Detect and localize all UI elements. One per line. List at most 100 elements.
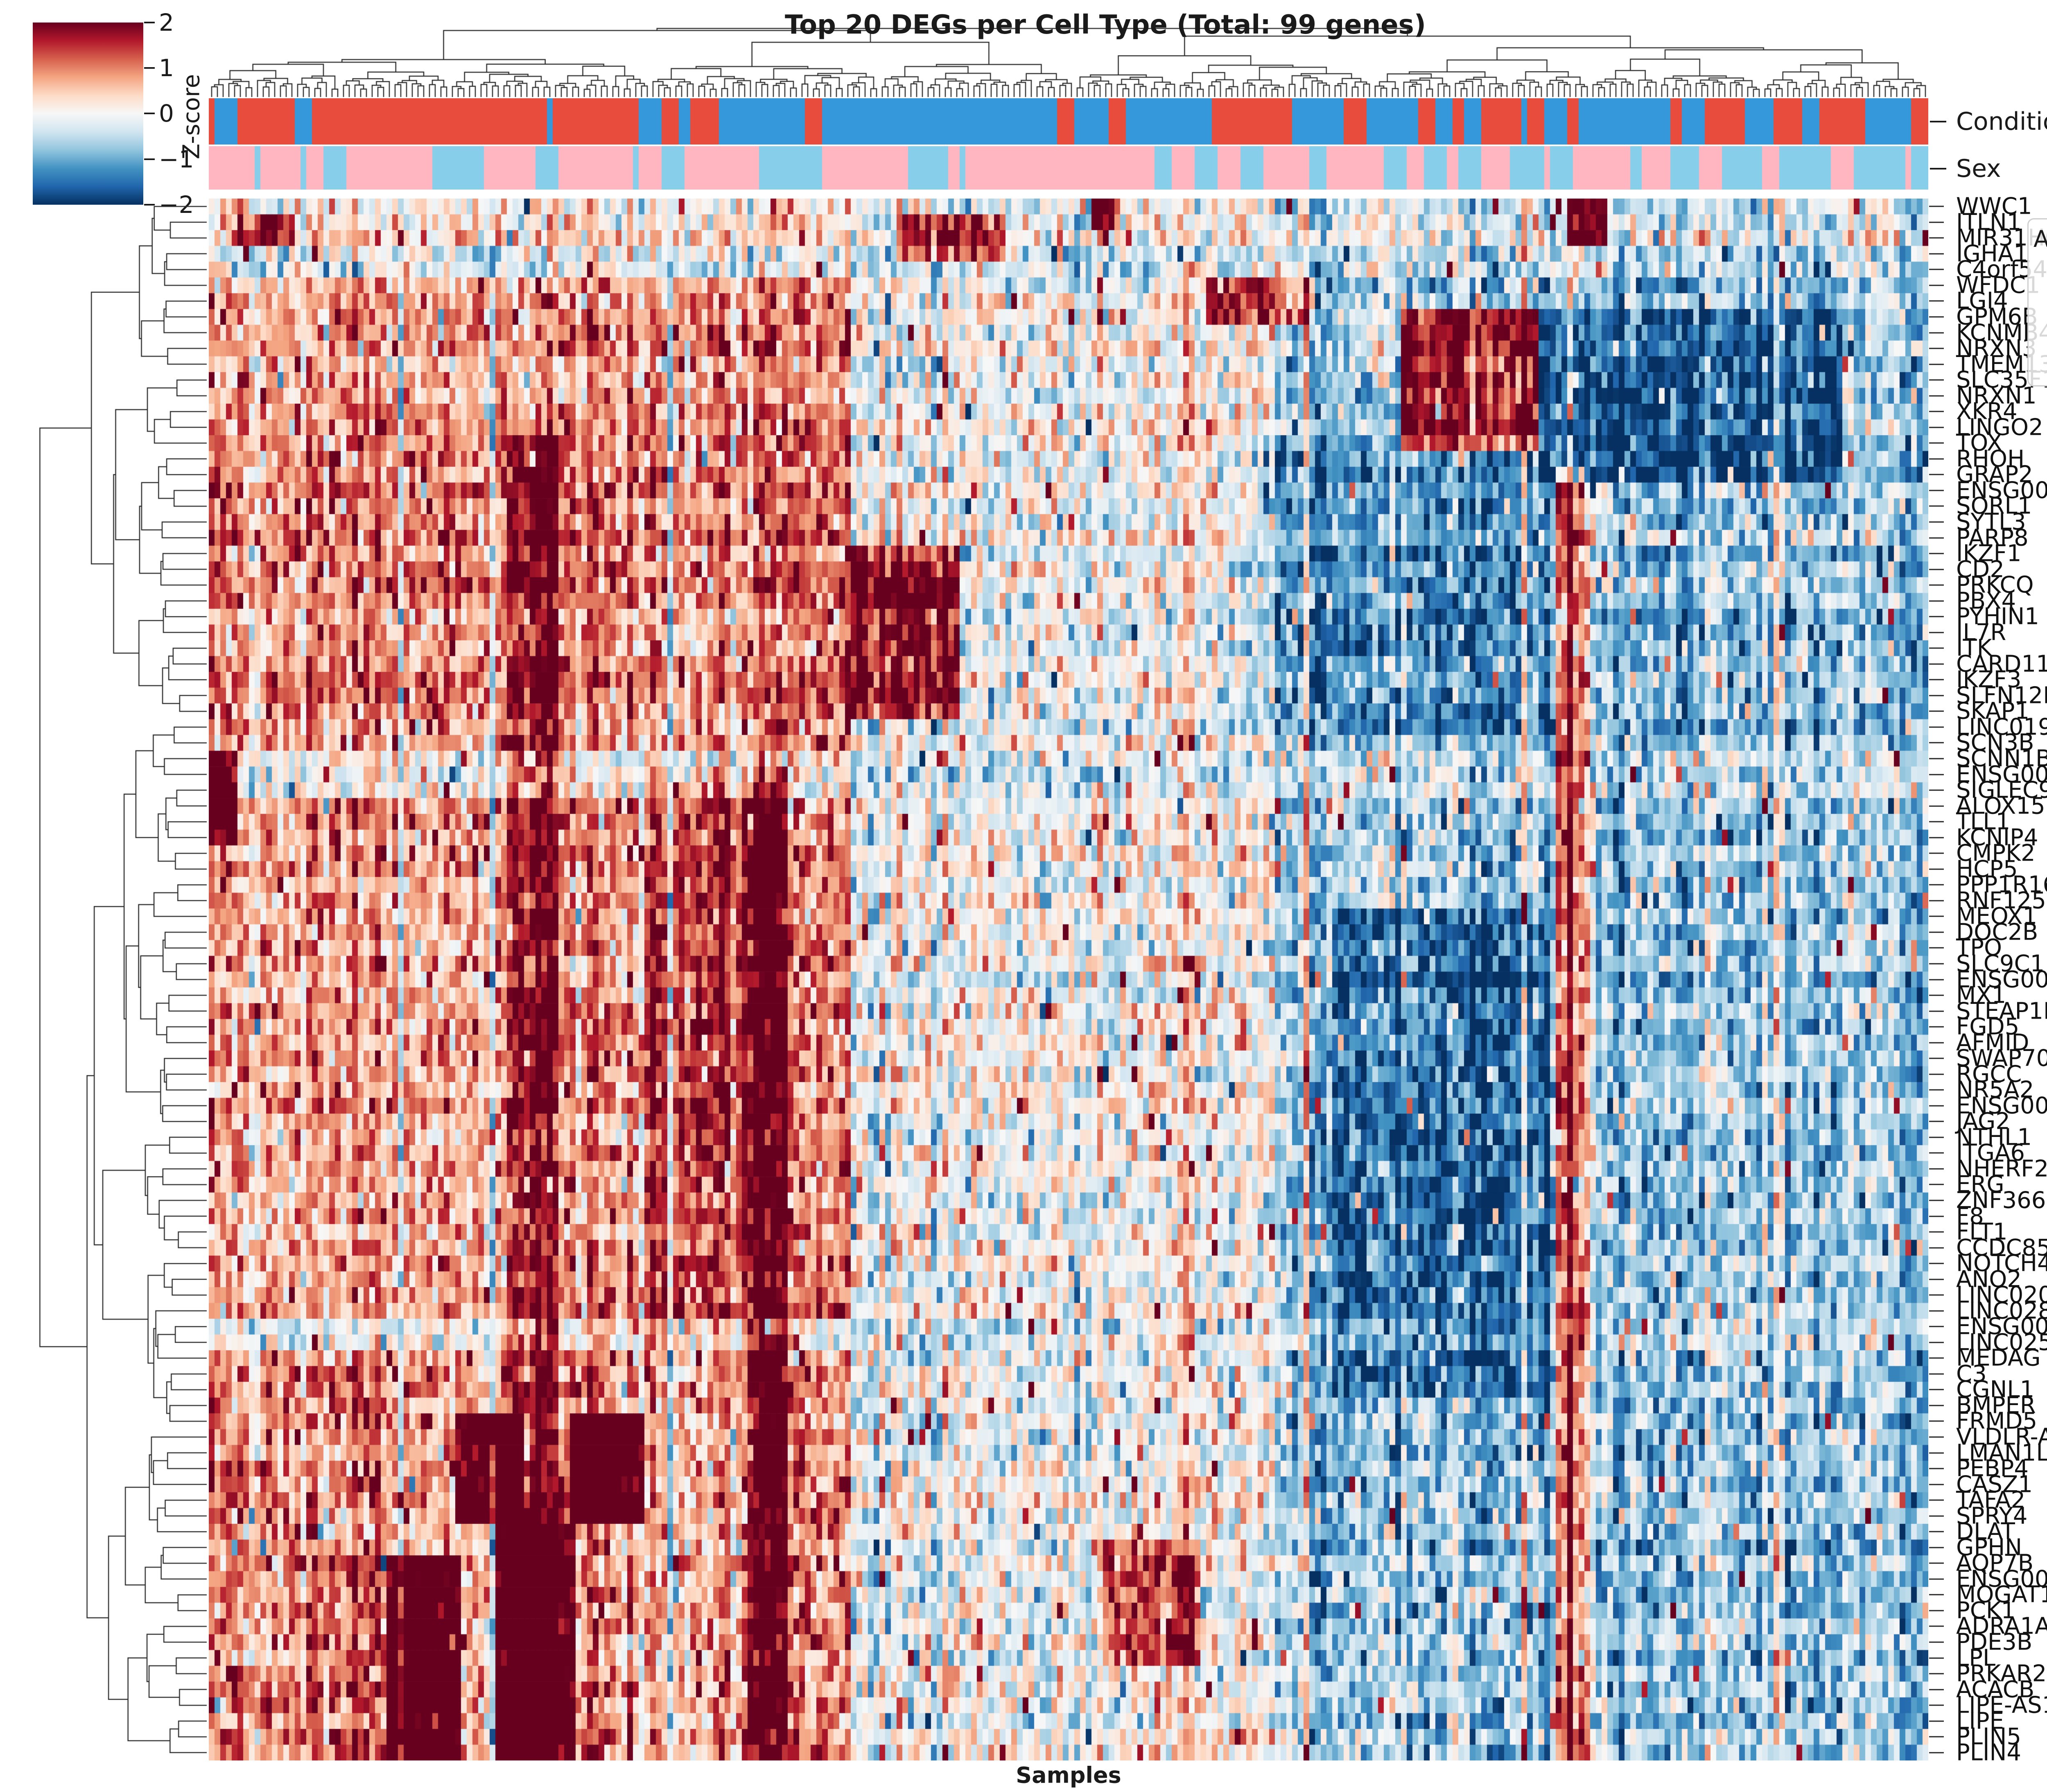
sex-annotation-track [209, 146, 1928, 190]
gene-row-tick [1929, 1436, 1944, 1438]
gene-label: HCP5 [1956, 856, 2018, 883]
gene-row-tick [1929, 1657, 1944, 1659]
gene-row-tick [1929, 1673, 1944, 1674]
gene-row-tick [1929, 1704, 1944, 1706]
gene-row-tick [1929, 1373, 1944, 1375]
gene-label: TOX [1956, 429, 2003, 456]
gene-label: PEBP4 [1956, 1455, 2029, 1482]
gene-label: ANO2 [1956, 1266, 2022, 1293]
legend-title: Annotations [2033, 226, 2047, 253]
gene-label: ENSG00000289368 [1956, 1566, 2047, 1593]
gene-row-tick [1929, 569, 1944, 570]
gene-row-tick [1929, 411, 1944, 412]
gene-row-tick [1929, 994, 1944, 996]
gene-label: PLIN4 [1956, 1739, 2022, 1766]
gene-row-tick [1929, 710, 1944, 712]
gene-label: NR5A2 [1956, 1076, 2034, 1103]
gene-row-tick [1929, 852, 1944, 854]
gene-label: PYHIN1 [1956, 603, 2039, 630]
gene-label: NHERF2 [1956, 1155, 2047, 1182]
gene-row-tick [1929, 647, 1944, 649]
gene-row-tick [1929, 206, 1944, 207]
gene-label: LGI4 [1956, 287, 2008, 314]
gene-label: IGHA1 [1956, 240, 2028, 267]
gene-row-tick [1929, 1625, 1944, 1627]
gene-label: LINC02006 [1956, 1281, 2047, 1308]
gene-row-tick [1929, 1058, 1944, 1059]
gene-label: PRKAR2B [1956, 1660, 2047, 1687]
gene-row-tick [1929, 821, 1944, 823]
gene-label: ENSG00000258168 [1956, 966, 2047, 993]
gene-row-tick [1929, 269, 1944, 270]
gene-label: CARD11 [1956, 651, 2047, 678]
gene-label: TAFA2 [1956, 1487, 2026, 1514]
gene-row-tick [1929, 632, 1944, 633]
gene-label: LIPE-AS1 [1956, 1692, 2047, 1719]
gene-row-tick [1929, 584, 1944, 586]
condition-track-tick [1930, 121, 1946, 122]
gene-row-tick [1929, 1216, 1944, 1217]
colorbar-tick [144, 113, 155, 114]
gene-row-tick [1929, 1736, 1944, 1738]
colorbar-tick [144, 158, 155, 160]
column-dendrogram [209, 16, 1928, 97]
gene-row-tick [1929, 348, 1944, 349]
gene-label: ACACB [1956, 1676, 2035, 1703]
gene-label: PDE3B [1956, 1629, 2033, 1656]
gene-label: PARP8 [1956, 524, 2029, 551]
gene-row-tick [1929, 332, 1944, 334]
gene-row-tick [1929, 1515, 1944, 1517]
gene-label: LPL [1956, 1645, 1996, 1672]
gene-row-tick [1929, 1452, 1944, 1454]
gene-label: NTHL1 [1956, 1124, 2032, 1151]
gene-label: WWC1 [1956, 193, 2032, 220]
colorbar-tick-label: 2 [159, 9, 174, 36]
condition-track-label: Condition [1956, 107, 2047, 136]
gene-row-tick [1929, 1042, 1944, 1044]
gene-label: NRXN3 [1956, 335, 2037, 362]
gene-row-tick [1929, 1326, 1944, 1327]
gene-label: CD2 [1956, 556, 2004, 583]
gene-row-tick [1929, 1184, 1944, 1185]
colorbar-tick-label: 0 [159, 99, 174, 127]
gene-row-tick [1929, 868, 1944, 870]
gene-row-tick [1929, 1578, 1944, 1580]
gene-row-tick [1929, 1026, 1944, 1028]
gene-label: ZNF366 [1956, 1187, 2046, 1214]
gene-label: BMPER [1956, 1392, 2036, 1419]
gene-row-tick [1929, 490, 1944, 491]
gene-row-tick [1929, 395, 1944, 397]
gene-row-tick [1929, 1152, 1944, 1154]
gene-row-tick [1929, 1610, 1944, 1611]
gene-row-tick [1929, 616, 1944, 617]
gene-label: DLAT [1956, 1518, 2015, 1545]
gene-label: SLFN12L [1956, 682, 2047, 709]
gene-row-tick [1929, 521, 1944, 523]
gene-label: RNF125 [1956, 887, 2046, 914]
gene-row-tick [1929, 947, 1944, 949]
gene-row-tick [1929, 884, 1944, 886]
gene-row-tick [1929, 316, 1944, 318]
gene-row-tick [1929, 253, 1944, 255]
gene-label: ENSG00000268985 [1956, 1313, 2047, 1340]
gene-label: PBX4 [1956, 588, 2016, 615]
gene-label: LINC01934 [1956, 714, 2047, 741]
gene-label: RGCC [1956, 1061, 2022, 1088]
gene-row-tick [1929, 1689, 1944, 1690]
gene-row-tick [1929, 1342, 1944, 1343]
gene-row-tick [1929, 1468, 1944, 1469]
gene-label: AFMID [1956, 1029, 2029, 1056]
gene-row-tick [1929, 1231, 1944, 1233]
gene-label: CGNL1 [1956, 1376, 2035, 1403]
gene-label: PPP1R16B [1956, 871, 2047, 898]
gene-label: LINC02877 [1956, 1297, 2047, 1324]
gene-label: FGD5 [1956, 1013, 2020, 1040]
gene-row-tick [1929, 1200, 1944, 1201]
x-axis-label: Samples [1016, 1762, 1121, 1788]
gene-label: SPRY4 [1956, 1503, 2028, 1530]
gene-row-tick [1929, 442, 1944, 444]
gene-label: AQP7B [1956, 1550, 2034, 1577]
gene-row-tick [1929, 1294, 1944, 1296]
gene-label: XKR4 [1956, 398, 2018, 425]
gene-row-tick [1929, 600, 1944, 602]
